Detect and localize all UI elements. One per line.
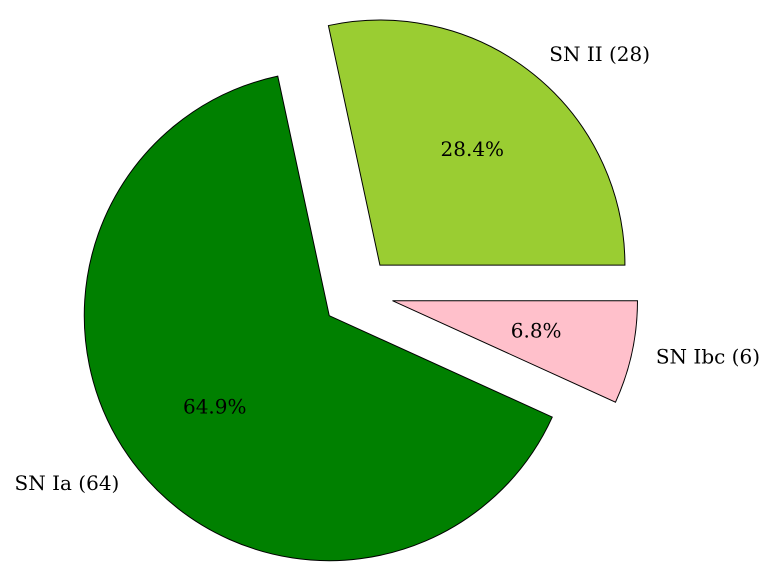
percent-label: 64.9% bbox=[183, 394, 247, 418]
pie-slice bbox=[327, 19, 626, 266]
pie-slice bbox=[392, 300, 638, 403]
slice-label: SN Ibc (6) bbox=[656, 344, 760, 368]
percent-label: 28.4% bbox=[441, 137, 505, 161]
percent-label: 6.8% bbox=[511, 318, 562, 342]
slice-label: SN Ia (64) bbox=[15, 471, 120, 495]
slice-label: SN II (28) bbox=[549, 42, 650, 66]
pie-slice bbox=[83, 75, 553, 562]
